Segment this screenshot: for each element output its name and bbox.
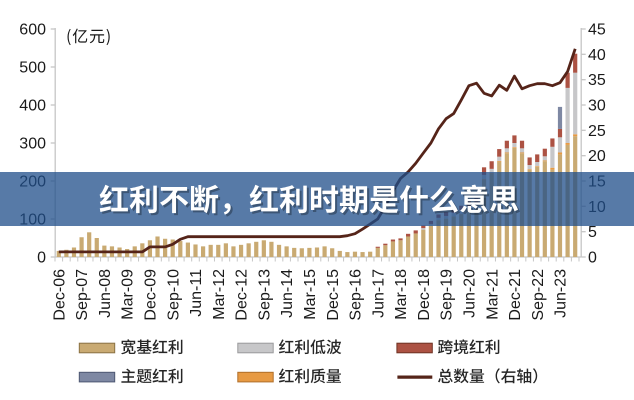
svg-text:5: 5 xyxy=(588,224,597,241)
svg-text:20: 20 xyxy=(588,148,606,165)
svg-text:300: 300 xyxy=(19,136,46,153)
svg-text:40: 40 xyxy=(588,47,606,64)
svg-text:Sep-16: Sep-16 xyxy=(348,269,365,321)
svg-text:Mar-12: Mar-12 xyxy=(211,269,228,320)
svg-text:30: 30 xyxy=(588,98,606,115)
svg-text:Sep-07: Sep-07 xyxy=(74,269,91,321)
svg-text:Jun-11: Jun-11 xyxy=(188,269,205,317)
svg-text:Jun-08: Jun-08 xyxy=(97,269,114,318)
svg-text:0: 0 xyxy=(37,250,46,267)
svg-text:500: 500 xyxy=(19,60,46,77)
svg-text:Dec-21: Dec-21 xyxy=(507,269,524,321)
svg-text:Sep-10: Sep-10 xyxy=(165,269,182,321)
svg-text:Dec-15: Dec-15 xyxy=(325,269,342,321)
svg-text:Jun-23: Jun-23 xyxy=(553,269,570,318)
svg-text:Sep-13: Sep-13 xyxy=(256,269,273,321)
svg-text:Sep-19: Sep-19 xyxy=(439,269,456,321)
svg-text:Dec-06: Dec-06 xyxy=(51,269,68,321)
svg-text:400: 400 xyxy=(19,98,46,115)
svg-text:Mar-18: Mar-18 xyxy=(393,269,410,320)
svg-text:0: 0 xyxy=(588,250,597,267)
svg-text:25: 25 xyxy=(588,123,606,140)
svg-text:Sep-22: Sep-22 xyxy=(530,269,547,321)
svg-text:Dec-18: Dec-18 xyxy=(416,269,433,321)
svg-text:Mar-09: Mar-09 xyxy=(120,269,137,320)
svg-text:35: 35 xyxy=(588,72,606,89)
svg-text:Dec-09: Dec-09 xyxy=(143,269,160,321)
svg-text:Mar-15: Mar-15 xyxy=(302,269,319,320)
svg-text:Jun-20: Jun-20 xyxy=(462,269,479,318)
svg-text:Jun-17: Jun-17 xyxy=(370,269,387,318)
svg-text:Mar-21: Mar-21 xyxy=(484,269,501,320)
svg-text:Dec-12: Dec-12 xyxy=(234,269,251,321)
svg-text:Jun-14: Jun-14 xyxy=(279,269,296,318)
svg-text:45: 45 xyxy=(588,22,606,39)
svg-text:600: 600 xyxy=(19,22,46,39)
